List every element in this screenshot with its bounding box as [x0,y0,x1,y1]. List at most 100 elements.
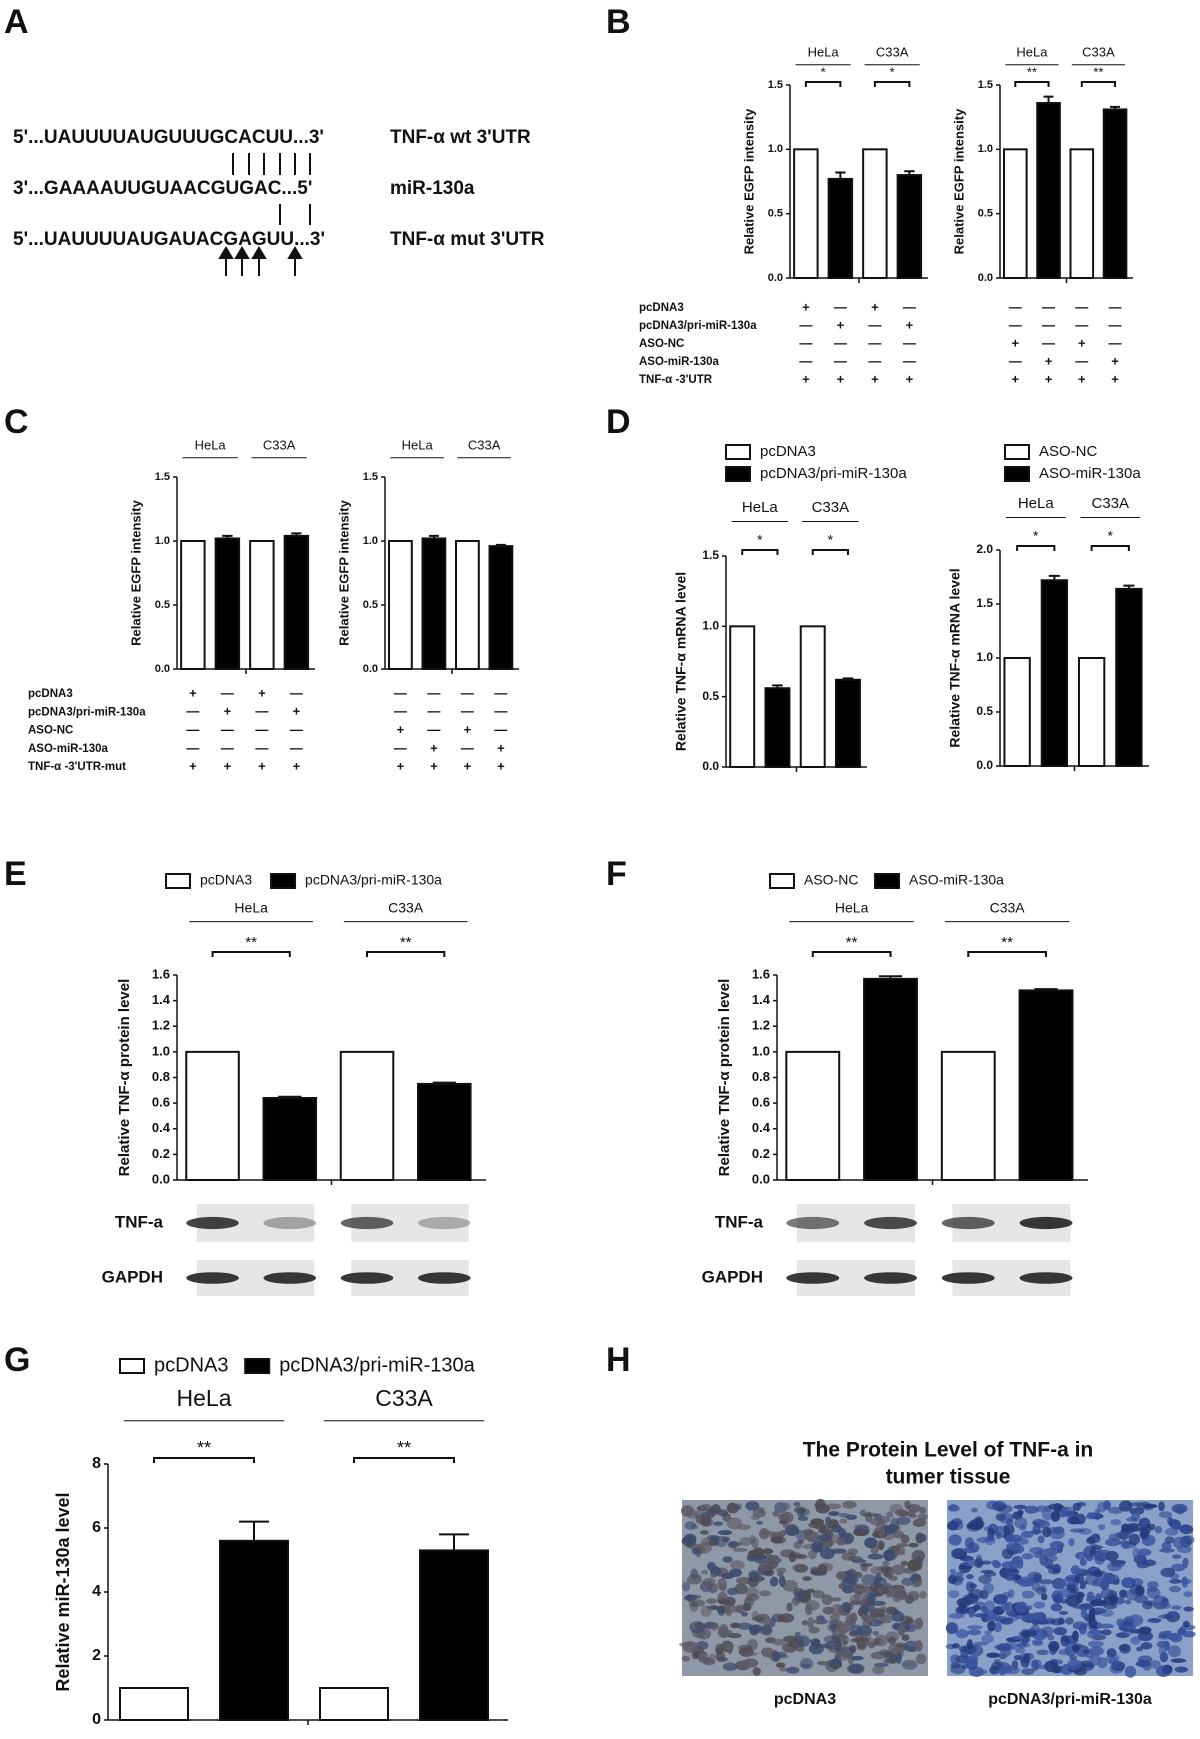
cell-nucleus [747,1638,758,1651]
cell-nucleus [828,1619,842,1625]
cell-nucleus [983,1535,996,1546]
cell-nucleus [993,1622,1003,1633]
bar [896,174,923,279]
error-bar [239,1520,269,1541]
blot-band [1019,1216,1073,1230]
condition-symbol: — [903,353,916,368]
condition-symbol: — [494,704,507,719]
cell-nucleus [682,1641,698,1654]
condition-symbol: + [430,759,438,774]
condition-symbol: + [871,299,879,314]
cell-nucleus [830,1597,842,1602]
cell-nucleus [742,1651,759,1657]
condition-label: TNF-α -3'UTR-mut [28,761,126,773]
y-tick-label: 1.5 [702,548,719,562]
panel-label: E [4,855,27,893]
cell-nucleus [1049,1528,1065,1540]
y-tick-label: 1.4 [752,992,771,1007]
cell-nucleus [1074,1573,1085,1584]
cell-nucleus [813,1571,820,1576]
cell-nucleus [1061,1506,1076,1518]
bar [862,148,888,279]
condition-symbol: — [1075,299,1088,314]
cell-nucleus [759,1590,772,1597]
group-label: C33A [1082,44,1115,59]
cell-nucleus [900,1560,908,1567]
cell-nucleus [878,1526,886,1538]
cell-nucleus [811,1638,821,1649]
cell-nucleus [889,1503,904,1514]
condition-symbol: + [906,371,914,386]
error-bar [1043,95,1054,104]
cell-nucleus [751,1537,759,1549]
cell-nucleus [1121,1523,1131,1533]
cell-nucleus [870,1545,879,1555]
cell-nucleus [845,1514,858,1520]
cell-nucleus [1072,1621,1088,1630]
y-tick-label: 0.5 [702,689,719,703]
condition-symbol: + [224,759,232,774]
cell-nucleus [837,1639,847,1647]
significance-label: * [757,532,763,548]
cell-nucleus [1058,1588,1072,1599]
cell-nucleus [1146,1587,1161,1599]
cell-nucleus [1079,1558,1087,1567]
cell-nucleus [800,1663,812,1668]
cell-nucleus [715,1535,728,1548]
error-bar [291,532,302,536]
y-tick-label: 0.5 [363,599,378,611]
bar [283,534,310,670]
y-axis-label: Relative miR-130a level [53,1492,73,1691]
cell-nucleus [845,1615,853,1624]
y-tick-label: 1.0 [768,143,783,155]
cell-nucleus [717,1530,733,1536]
cell-nucleus [1142,1503,1158,1509]
sequence-label: TNF-α mut 3'UTR [390,229,545,250]
legend-swatch [874,873,901,889]
condition-symbol: — [427,704,440,719]
cell-nucleus [1085,1537,1096,1544]
condition-symbol: — [1042,335,1055,350]
cell-nucleus [713,1521,724,1526]
cell-nucleus [1172,1536,1186,1549]
cell-nucleus [706,1534,718,1540]
blot-label: TNF-a [715,1212,764,1231]
cell-nucleus [726,1587,738,1596]
cell-nucleus [1032,1523,1041,1536]
y-tick-label: 0.5 [768,208,783,220]
cell-nucleus [908,1542,919,1548]
group-label: C33A [263,437,296,452]
bar [214,537,241,670]
group-label: HeLa [1018,495,1055,512]
cell-nucleus [807,1549,817,1560]
y-tick-label: 0.0 [363,663,378,675]
condition-symbol: — [834,353,847,368]
panel-title: tumer tissue [886,1466,1011,1489]
y-tick-label: 0.6 [152,1095,170,1110]
panel-label: C [4,403,29,441]
cell-nucleus [1038,1579,1054,1585]
blot-label: GAPDH [102,1267,163,1286]
condition-symbol: + [871,371,879,386]
legend-swatch [725,444,751,460]
blot-band [786,1272,840,1284]
significance-label: ** [1027,64,1037,79]
cell-nucleus [817,1534,832,1542]
cell-nucleus [814,1502,826,1508]
y-tick-label: 0 [92,1711,101,1728]
y-tick-label: 1.5 [978,79,993,91]
cell-nucleus [1089,1646,1104,1656]
y-tick-label: 0.0 [752,1171,770,1186]
significance-label: ** [1093,64,1103,79]
condition-symbol: — [427,685,440,700]
cell-nucleus [1111,1560,1126,1568]
cell-nucleus [1108,1506,1124,1514]
condition-symbol: — [255,722,268,737]
group-label: HeLa [742,499,779,516]
legend-label: pcDNA3 [200,872,252,888]
condition-symbol: + [464,722,472,737]
cell-nucleus [681,1655,691,1662]
cell-nucleus [794,1564,808,1574]
y-tick-label: 0.5 [978,208,993,220]
y-axis-label: Relative EGFP intensity [336,499,351,645]
